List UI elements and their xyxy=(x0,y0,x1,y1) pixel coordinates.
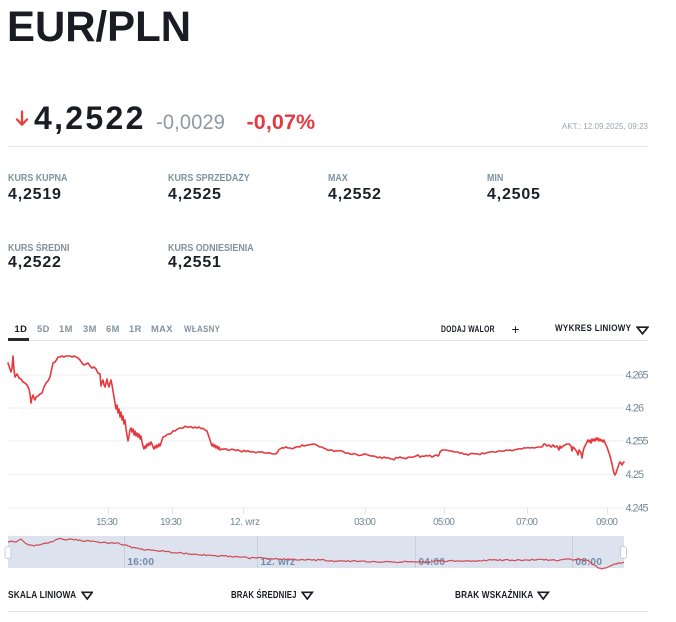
svg-text:09:00: 09:00 xyxy=(596,517,618,528)
svg-text:15:30: 15:30 xyxy=(96,517,118,528)
svg-text:19:30: 19:30 xyxy=(160,517,182,528)
svg-text:4.25: 4.25 xyxy=(626,469,645,481)
svg-text:07:00: 07:00 xyxy=(516,517,538,528)
svg-text:12. wrz: 12. wrz xyxy=(261,557,296,568)
svg-text:4.245: 4.245 xyxy=(626,502,649,514)
svg-text:03:00: 03:00 xyxy=(354,517,376,528)
svg-text:12. wrz: 12. wrz xyxy=(230,517,260,528)
svg-text:05:00: 05:00 xyxy=(433,517,455,528)
svg-text:4.255: 4.255 xyxy=(626,435,649,447)
svg-text:4.26: 4.26 xyxy=(626,402,645,414)
svg-text:16:00: 16:00 xyxy=(128,557,155,568)
svg-text:4.265: 4.265 xyxy=(626,369,649,381)
svg-text:08:00: 08:00 xyxy=(576,557,603,568)
